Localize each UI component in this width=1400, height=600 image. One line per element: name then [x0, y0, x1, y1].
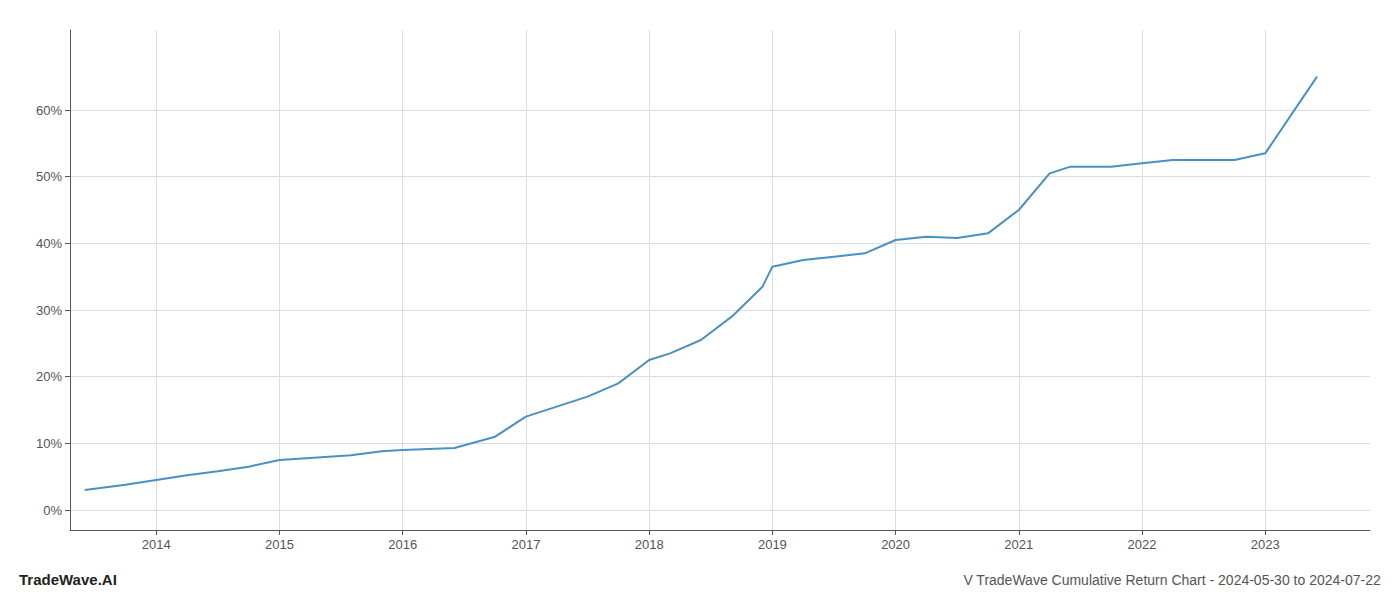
svg-text:0%: 0%: [43, 503, 62, 518]
svg-text:2022: 2022: [1128, 537, 1157, 552]
svg-text:TradeWave.AI: TradeWave.AI: [19, 571, 117, 588]
svg-text:40%: 40%: [36, 236, 62, 251]
svg-text:50%: 50%: [36, 169, 62, 184]
svg-text:2021: 2021: [1004, 537, 1033, 552]
svg-text:2019: 2019: [758, 537, 787, 552]
svg-text:2015: 2015: [265, 537, 294, 552]
svg-text:V TradeWave Cumulative Return: V TradeWave Cumulative Return Chart - 20…: [963, 572, 1381, 588]
svg-text:20%: 20%: [36, 369, 62, 384]
svg-text:10%: 10%: [36, 436, 62, 451]
svg-text:60%: 60%: [36, 103, 62, 118]
svg-text:2023: 2023: [1251, 537, 1280, 552]
svg-text:2014: 2014: [142, 537, 171, 552]
svg-text:2016: 2016: [388, 537, 417, 552]
svg-text:2018: 2018: [635, 537, 664, 552]
svg-text:2020: 2020: [881, 537, 910, 552]
svg-text:2017: 2017: [511, 537, 540, 552]
svg-text:30%: 30%: [36, 303, 62, 318]
